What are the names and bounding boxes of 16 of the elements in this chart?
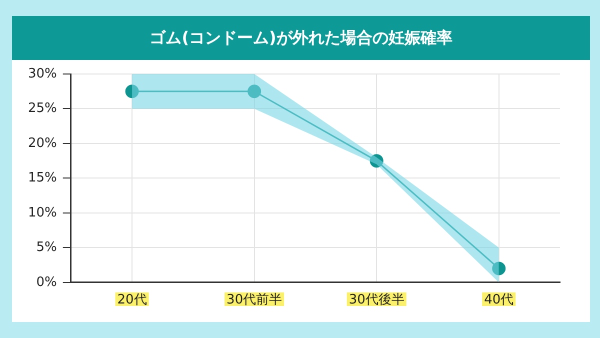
point [492, 262, 506, 276]
y-tick-label: 15% [28, 170, 57, 186]
point [125, 84, 139, 98]
y-tick-label: 20% [28, 136, 57, 151]
x-tick-label: 40代 [484, 292, 514, 308]
y-tick-label: 5% [36, 240, 57, 256]
y-tick-label: 25% [28, 101, 57, 116]
y-tick-label: 30% [28, 66, 57, 82]
x-tick-label: 30代前半 [226, 292, 282, 308]
y-tick-label: 0% [36, 274, 57, 290]
y-tick-label: 10% [28, 205, 57, 220]
point [248, 84, 262, 98]
point [370, 154, 384, 168]
x-tick-label: 30代後半 [348, 292, 404, 308]
chart-title: ゴム(コンドーム)が外れた場合の妊娠確率 [12, 16, 590, 60]
x-tick-label: 20代 [117, 292, 147, 308]
